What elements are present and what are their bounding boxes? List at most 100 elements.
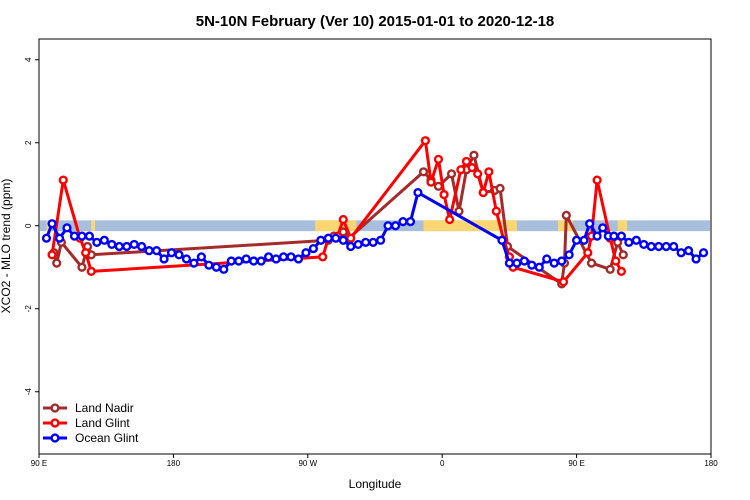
data-point: [81, 248, 91, 258]
zero-band-ocean: [40, 220, 710, 232]
data-point: [316, 235, 326, 245]
data-point: [86, 266, 96, 277]
plot-frame: [38, 38, 712, 455]
data-point: [338, 235, 348, 245]
legend-label-1: Land Glint: [75, 416, 130, 430]
data-point: [264, 252, 274, 262]
series-segment: [408, 191, 420, 224]
data-point: [420, 136, 431, 146]
data-point: [611, 256, 621, 266]
chart-title: 5N-10N February (Ver 10) 2015-01-01 to 2…: [196, 13, 555, 30]
data-point: [534, 262, 544, 272]
data-point: [144, 246, 154, 256]
legend-marker-2: [50, 433, 60, 443]
series-segment: [457, 168, 468, 213]
data-point: [698, 248, 709, 258]
data-point: [586, 258, 597, 268]
data-point: [405, 217, 416, 227]
data-point: [181, 254, 192, 264]
data-point: [609, 231, 619, 241]
zero-band-land-3: [423, 220, 517, 232]
data-point: [368, 237, 378, 247]
data-point: [390, 221, 401, 231]
data-point: [579, 235, 589, 245]
data-point: [433, 181, 444, 191]
legend-marker-0: [50, 403, 60, 413]
data-point: [557, 256, 567, 266]
data-point: [585, 219, 595, 229]
x-axis-label: Longitude: [349, 477, 402, 491]
data-point: [691, 254, 701, 264]
data-point: [495, 183, 505, 194]
series-ocean-glint: [41, 187, 709, 274]
data-point: [491, 206, 501, 216]
data-point: [376, 235, 386, 245]
y-tick-label-3: 2: [24, 140, 33, 145]
y-tick-label-2: 0: [24, 223, 33, 228]
data-point: [122, 241, 132, 252]
series-segment: [436, 157, 446, 197]
data-point: [598, 223, 608, 233]
data-point: [461, 156, 472, 167]
data-point: [301, 248, 311, 258]
data-point: [346, 233, 356, 243]
y-tick-label-1: -2: [24, 305, 33, 313]
data-point: [519, 256, 529, 266]
data-point: [592, 231, 602, 241]
data-point: [52, 258, 62, 268]
data-point: [469, 150, 479, 160]
legend-label-0: Land Nadir: [75, 401, 134, 415]
data-point: [446, 169, 457, 179]
data-point: [234, 256, 244, 266]
data-point: [613, 237, 623, 247]
series-segment: [50, 178, 65, 257]
data-point: [137, 241, 147, 252]
legend-label-2: Ocean Glint: [75, 431, 139, 445]
data-point: [84, 231, 95, 241]
data-point: [204, 260, 214, 270]
zero-band-land-5: [617, 220, 627, 232]
series-segment: [595, 178, 612, 240]
data-point: [616, 266, 627, 277]
data-point: [654, 241, 664, 252]
data-point: [196, 252, 207, 262]
x-tick-label-0: 90 E: [31, 459, 47, 468]
data-point: [219, 264, 229, 274]
data-point: [152, 246, 162, 256]
series-segment: [511, 265, 566, 284]
data-point: [166, 248, 177, 258]
data-point: [561, 210, 571, 220]
series-segment: [347, 170, 426, 240]
data-point: [426, 177, 436, 187]
data-point: [467, 163, 477, 173]
series-segment: [494, 209, 506, 242]
data-point: [473, 169, 483, 179]
data-point: [271, 254, 281, 264]
y-axis: -4 -2 0 2 4: [24, 57, 39, 395]
data-point: [683, 246, 694, 256]
data-point: [353, 239, 363, 250]
series-segment: [349, 139, 427, 240]
data-point: [241, 254, 251, 264]
data-point: [62, 223, 72, 233]
data-point: [497, 235, 507, 245]
series-segment: [487, 170, 498, 213]
data-point: [256, 256, 266, 266]
data-point: [433, 154, 444, 164]
data-point: [439, 190, 449, 200]
data-point: [616, 231, 627, 241]
series-segment: [89, 238, 330, 257]
data-point: [318, 252, 328, 262]
series-segment: [562, 251, 590, 284]
data-point: [58, 175, 68, 185]
data-point: [418, 167, 429, 177]
data-point: [631, 235, 641, 245]
data-point: [278, 252, 289, 262]
data-point: [504, 258, 515, 268]
data-point: [99, 235, 109, 245]
data-point: [293, 254, 304, 264]
data-point: [618, 250, 628, 260]
data-point: [226, 256, 236, 266]
